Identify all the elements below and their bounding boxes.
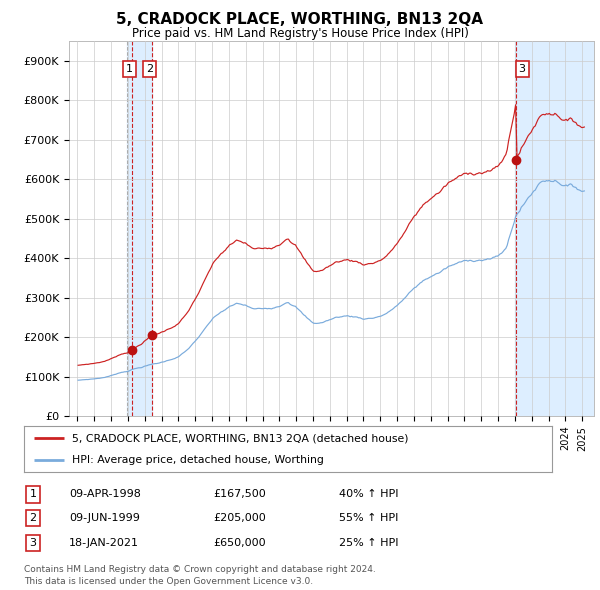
Text: 2: 2 <box>146 64 153 74</box>
Text: 40% ↑ HPI: 40% ↑ HPI <box>339 490 398 499</box>
Text: 3: 3 <box>518 64 526 74</box>
Text: 5, CRADOCK PLACE, WORTHING, BN13 2QA: 5, CRADOCK PLACE, WORTHING, BN13 2QA <box>116 12 484 27</box>
Text: Contains HM Land Registry data © Crown copyright and database right 2024.: Contains HM Land Registry data © Crown c… <box>24 565 376 575</box>
Text: £167,500: £167,500 <box>213 490 266 499</box>
Text: Price paid vs. HM Land Registry's House Price Index (HPI): Price paid vs. HM Land Registry's House … <box>131 27 469 40</box>
Text: 5, CRADOCK PLACE, WORTHING, BN13 2QA (detached house): 5, CRADOCK PLACE, WORTHING, BN13 2QA (de… <box>71 434 408 444</box>
Text: This data is licensed under the Open Government Licence v3.0.: This data is licensed under the Open Gov… <box>24 577 313 586</box>
Text: 09-JUN-1999: 09-JUN-1999 <box>69 513 140 523</box>
Text: £205,000: £205,000 <box>213 513 266 523</box>
Bar <box>127 41 152 416</box>
Text: 25% ↑ HPI: 25% ↑ HPI <box>339 538 398 548</box>
Text: 18-JAN-2021: 18-JAN-2021 <box>69 538 139 548</box>
Text: £650,000: £650,000 <box>213 538 266 548</box>
Text: 3: 3 <box>29 538 37 548</box>
Text: 1: 1 <box>126 64 133 74</box>
Text: 1: 1 <box>29 490 37 499</box>
Text: 2: 2 <box>29 513 37 523</box>
Text: 09-APR-1998: 09-APR-1998 <box>69 490 141 499</box>
Text: 55% ↑ HPI: 55% ↑ HPI <box>339 513 398 523</box>
Bar <box>515 41 594 416</box>
Text: HPI: Average price, detached house, Worthing: HPI: Average price, detached house, Wort… <box>71 455 323 466</box>
